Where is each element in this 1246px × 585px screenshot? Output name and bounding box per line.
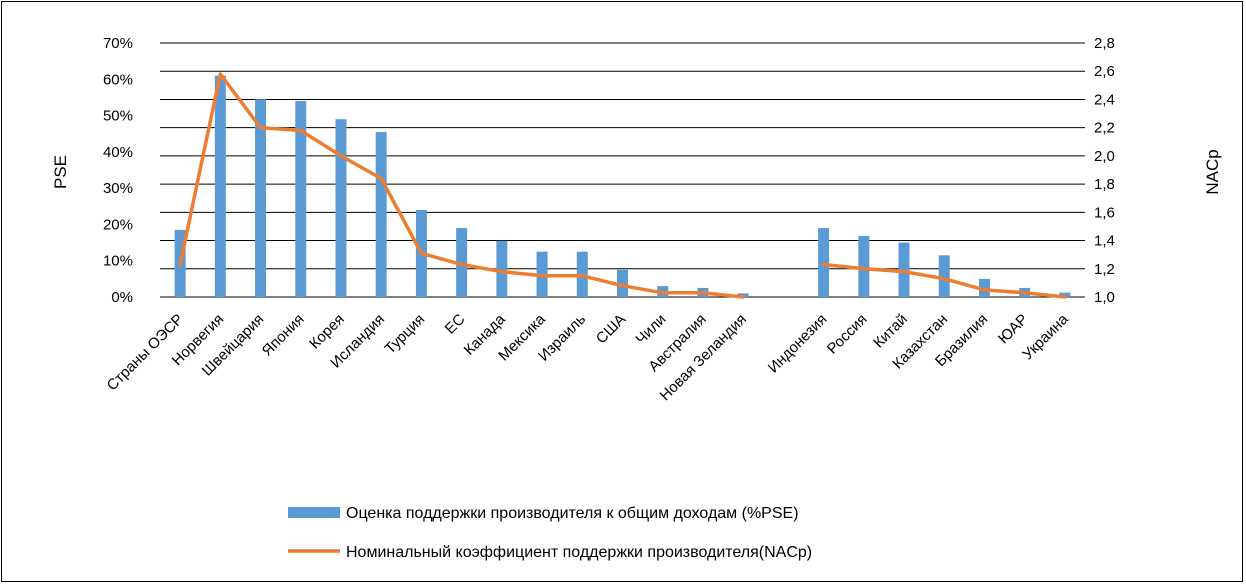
- x-tick-label: ЮАР: [995, 311, 1032, 348]
- y-tick-label: 70%: [103, 35, 133, 52]
- right-axis-ticks: 1,0 1,2 1,4 1,6 1,8 2,0 2,2 2,4 2,6 2,8: [1094, 35, 1115, 306]
- bar: [978, 278, 990, 297]
- x-tick-label: Россия: [824, 311, 871, 358]
- gridlines: [160, 42, 1085, 298]
- line-series: [178, 72, 1067, 299]
- y2-tick-label: 2,8: [1094, 35, 1115, 52]
- y-tick-label: 50%: [103, 108, 133, 125]
- legend-bar-label: Оценка поддержки производителя к общим д…: [346, 505, 799, 522]
- bar: [456, 228, 468, 297]
- nacp-line-segment: [821, 262, 1067, 299]
- y2-tick-label: 2,4: [1094, 91, 1115, 108]
- y2-tick-label: 1,8: [1094, 176, 1115, 193]
- y2-tick-label: 1,6: [1094, 204, 1115, 221]
- y2-tick-label: 1,2: [1094, 261, 1115, 278]
- x-tick-label: Япония: [259, 311, 308, 360]
- right-axis-title: NACp: [1203, 149, 1222, 194]
- left-axis-ticks: 0% 10% 20% 30% 40% 50% 60% 70%: [103, 35, 133, 306]
- bar: [496, 240, 508, 297]
- bar: [858, 236, 870, 297]
- left-axis-title: PSE: [51, 155, 70, 189]
- legend-line-label: Номинальный коэффициент поддержки произв…: [346, 544, 812, 561]
- y-tick-label: 30%: [103, 180, 133, 197]
- bar: [1059, 292, 1071, 297]
- bar: [375, 131, 387, 297]
- x-tick-label: ЕС: [442, 311, 469, 338]
- y-tick-label: 40%: [103, 144, 133, 161]
- bar: [737, 293, 749, 297]
- y-tick-label: 20%: [103, 216, 133, 233]
- bar: [214, 75, 226, 298]
- bar: [335, 119, 347, 297]
- bar: [255, 99, 267, 297]
- y2-tick-label: 2,6: [1094, 63, 1115, 80]
- legend: Оценка поддержки производителя к общим д…: [288, 505, 812, 561]
- y-tick-label: 10%: [103, 253, 133, 270]
- legend-bar-swatch: [288, 507, 340, 518]
- bar: [938, 255, 950, 297]
- bar: [617, 269, 628, 297]
- x-tick-label: Турция: [382, 311, 429, 358]
- x-tick-label: Украина: [1019, 310, 1072, 363]
- y2-tick-label: 1,0: [1094, 289, 1115, 306]
- bar-series: [174, 75, 1071, 298]
- y-tick-label: 60%: [103, 71, 133, 88]
- bar: [818, 228, 830, 297]
- x-tick-label: Индонезия: [765, 311, 831, 377]
- category-axis-labels: Страны ОЭСРНорвегияШвейцарияЯпонияКореяИ…: [104, 310, 1073, 404]
- nacp-line-segment: [178, 72, 745, 299]
- x-tick-label: Чили: [632, 311, 669, 348]
- y2-tick-label: 2,2: [1094, 120, 1115, 137]
- y2-tick-label: 2,0: [1094, 148, 1115, 165]
- bar: [295, 101, 307, 297]
- x-tick-label: США: [593, 311, 629, 347]
- bar: [898, 242, 910, 297]
- y-tick-label: 0%: [111, 289, 133, 306]
- y2-tick-label: 1,4: [1094, 233, 1115, 250]
